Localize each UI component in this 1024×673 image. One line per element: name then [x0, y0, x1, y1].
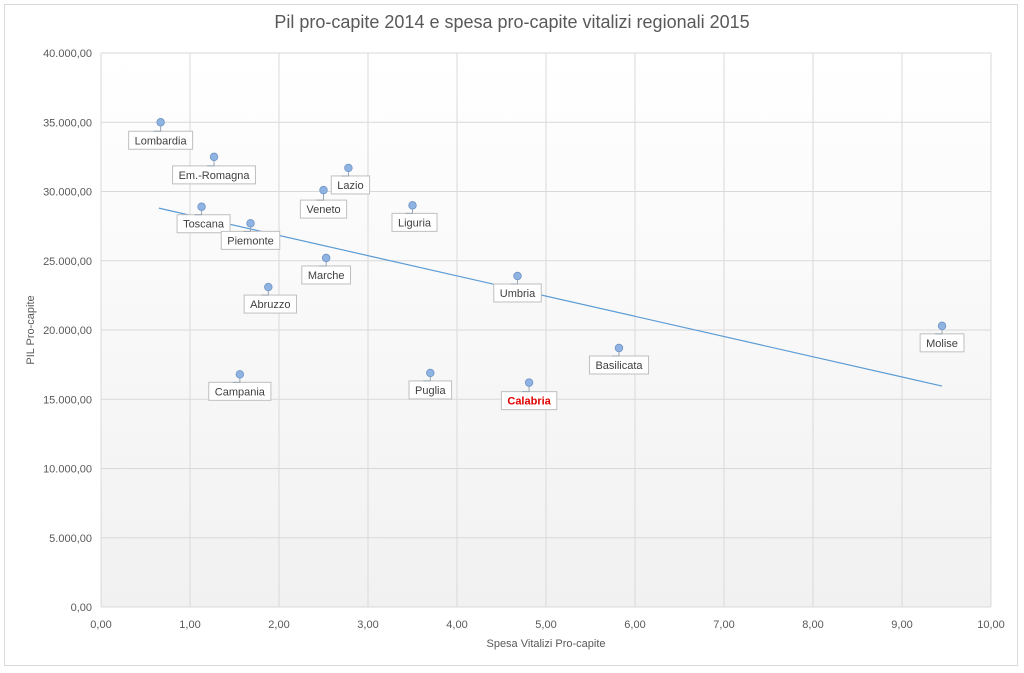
y-tick-label: 20.000,00	[43, 325, 92, 337]
data-point	[246, 219, 255, 228]
data-label-callout: Abruzzo	[243, 287, 297, 314]
data-point	[235, 370, 245, 379]
data-point	[156, 118, 165, 127]
data-label-callout: Veneto	[299, 190, 348, 219]
data-label-callout: Campania	[208, 374, 272, 401]
data-label: Veneto	[306, 204, 340, 216]
x-tick-label: 0,00	[90, 619, 111, 631]
y-tick-label: 35.000,00	[43, 117, 92, 129]
data-label-callout: Lombardia	[128, 122, 194, 150]
trendline	[158, 207, 943, 387]
data-label: Liguria	[398, 217, 432, 229]
data-label-box	[391, 212, 438, 232]
data-point	[197, 202, 206, 211]
data-label-callout: Umbria	[493, 275, 542, 303]
data-label-callout: Puglia	[408, 372, 453, 400]
data-label-box	[330, 175, 371, 195]
tick-labels: 0,00 1,00 2,00 3,00 4,00 5,00 6,00 7,00 8,00 9,00…	[43, 48, 1005, 631]
data-point	[321, 253, 331, 263]
data-label-callout: Piemonte	[220, 223, 281, 250]
data-label-box	[243, 294, 297, 314]
data-label-callout: Toscana	[176, 206, 231, 234]
gridlines	[100, 52, 992, 608]
y-tick-label: 5.000,00	[49, 533, 92, 545]
y-tick-label: 40.000,00	[43, 48, 92, 60]
x-axis-title: Spesa Vitalizi Pro-capite	[486, 638, 605, 650]
chart-frame	[4, 4, 1018, 666]
data-label: Basilicata	[595, 360, 643, 372]
data-label: Abruzzo	[250, 299, 290, 311]
x-tick-label: 3,00	[357, 619, 378, 631]
data-label: Marche	[308, 270, 345, 282]
y-tick-label: 15.000,00	[43, 394, 92, 406]
x-tick-label: 1,00	[179, 619, 200, 631]
data-label: Campania	[215, 386, 266, 398]
y-tick-label: 0,00	[71, 602, 92, 614]
data-label-callout: Calabria	[500, 382, 558, 411]
data-label-box	[176, 214, 231, 234]
data-points	[156, 118, 947, 387]
data-label-callout: Marche	[301, 257, 352, 285]
data-point	[614, 343, 624, 353]
data-label: Lombardia	[135, 135, 188, 147]
data-label-callout: Liguria	[391, 205, 438, 232]
data-label-callout: Basilicata	[588, 348, 650, 375]
data-point	[937, 321, 947, 331]
trendline-group	[158, 207, 943, 387]
data-point	[319, 185, 328, 195]
x-tick-label: 7,00	[713, 619, 734, 631]
data-label: Umbria	[500, 288, 536, 300]
y-axis-title: PIL Pro-capite	[25, 295, 37, 364]
x-tick-label: 4,00	[446, 619, 467, 631]
data-label-callout: Em.-Romagna	[172, 156, 256, 185]
data-label: Calabria	[507, 396, 551, 408]
x-tick-label: 2,00	[268, 619, 289, 631]
data-point	[264, 282, 273, 292]
data-point	[209, 152, 219, 162]
data-label-callout: Molise	[919, 325, 965, 353]
y-tick-label: 30.000,00	[43, 187, 92, 199]
data-point	[344, 163, 353, 173]
x-tick-label: 5,00	[535, 619, 556, 631]
data-labels: Lombardia Em.-Romagna Lazio Veneto Liguria To…	[128, 122, 965, 411]
data-point	[513, 271, 522, 281]
data-label: Em.-Romagna	[179, 170, 251, 182]
x-tick-label: 9,00	[891, 619, 912, 631]
data-label: Toscana	[183, 219, 225, 231]
x-tick-label: 6,00	[624, 619, 645, 631]
chart-title: Pil pro-capite 2014 e spesa pro-capite v…	[274, 12, 750, 32]
data-label-callout: Lazio	[330, 167, 371, 195]
data-label: Lazio	[337, 180, 363, 192]
y-tick-label: 10.000,00	[43, 464, 92, 476]
data-point	[524, 378, 534, 387]
data-label: Molise	[926, 338, 958, 350]
data-point	[408, 201, 417, 210]
y-tick-label: 25.000,00	[43, 256, 92, 268]
x-tick-label: 8,00	[802, 619, 823, 631]
data-label: Piemonte	[227, 235, 273, 247]
x-tick-label: 10,00	[977, 619, 1005, 631]
data-point	[426, 368, 435, 378]
data-label: Puglia	[415, 385, 446, 397]
